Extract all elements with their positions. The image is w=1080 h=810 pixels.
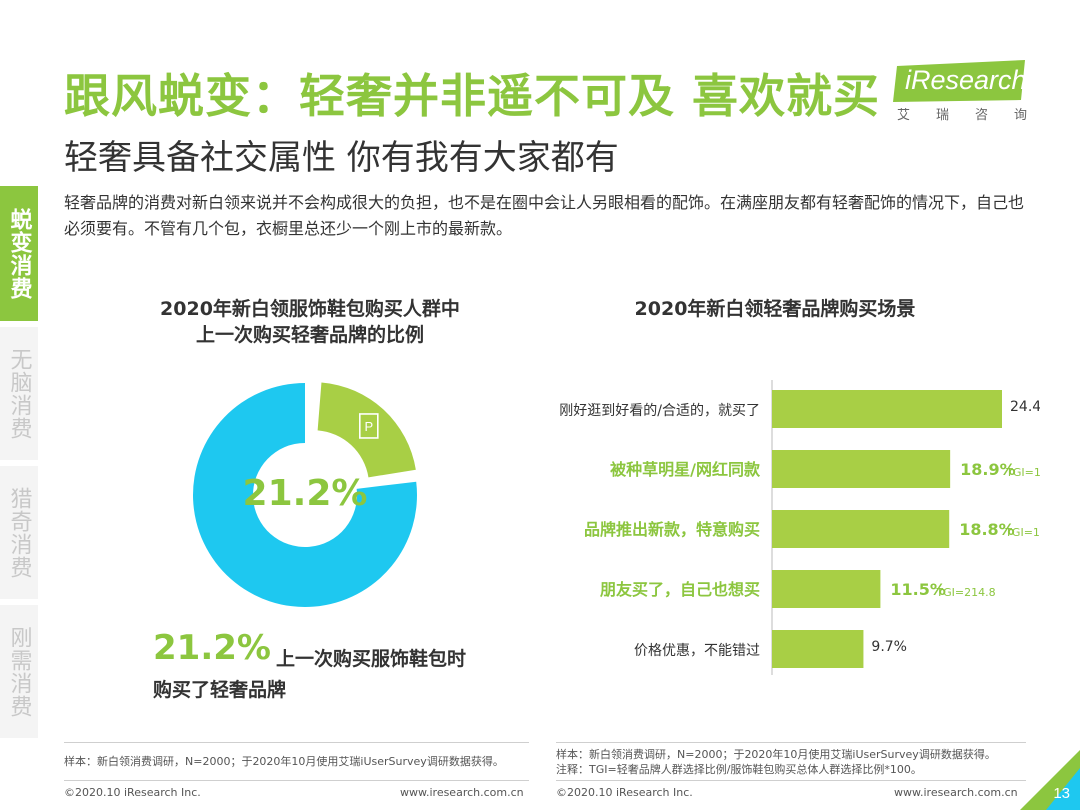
tgi-note: 注释：TGI=轻奢品牌人群选择比例/服饰鞋包购买总体人群选择比例*100。	[556, 763, 922, 776]
left-chart-title-line1: 2020年新白领服饰鞋包购买人群中	[160, 298, 460, 320]
svg-text:P: P	[364, 419, 373, 434]
side-tab-novelty[interactable]: 猎奇消费	[0, 466, 38, 599]
bar-value-label: 24.4%	[1010, 399, 1040, 415]
bar-tgi-label: TGI=132.4	[1004, 526, 1040, 539]
sample-note-left: 样本：新白领消费调研，N=2000；于2020年10月使用艾瑞iUserSurv…	[64, 755, 504, 768]
side-tab-necessity[interactable]: 刚需消费	[0, 605, 38, 738]
bar-category-label: 朋友买了，自己也想买	[600, 580, 760, 599]
logo-background	[893, 60, 1025, 102]
side-tab-transform[interactable]: 蜕变消费	[0, 186, 38, 321]
bar-chart: 刚好逛到好看的/合适的，就买了24.4%被种草明星/网红同款18.9%TGI=1…	[559, 380, 1040, 675]
logo-sub-char: 艾	[897, 108, 911, 123]
bar-tgi-label: TGI=158.2	[1005, 466, 1040, 479]
bar-category-label: 价格优惠，不能错过	[634, 643, 760, 659]
logo-sub-char: 瑞	[935, 108, 949, 123]
stat-caption-line1: 上一次购买服饰鞋包时	[276, 648, 467, 670]
donut-slice-other	[193, 383, 417, 607]
page-number: 13	[1053, 785, 1070, 802]
footer-url-right[interactable]: www.iresearch.com.cn	[894, 786, 1018, 799]
bar	[772, 630, 864, 668]
right-chart-title: 2020年新白领轻奢品牌购买场景	[634, 298, 916, 320]
sample-note-right: 样本：新白领消费调研，N=2000；于2020年10月使用艾瑞iUserSurv…	[556, 747, 1036, 777]
bar	[772, 450, 951, 488]
side-tab-list: 蜕变消费 无脑消费 猎奇消费 刚需消费	[0, 186, 40, 744]
donut-slice-luxury	[317, 382, 416, 478]
page-title: 跟风蜕变：轻奢并非遥不可及 喜欢就买	[64, 69, 881, 123]
bar	[772, 510, 950, 548]
page-subtitle: 轻奢具备社交属性 你有我有大家都有	[64, 138, 619, 178]
donut-chart: P	[193, 382, 417, 607]
bar-category-label: 刚好逛到好看的/合适的，就买了	[559, 403, 760, 419]
logo-subtitle: 艾 瑞 咨 询	[897, 104, 1027, 123]
bar-value-label: 9.7%	[871, 639, 907, 655]
footer-copyright-left: ©2020.10 iResearch Inc.	[64, 786, 201, 799]
footer-url-left[interactable]: www.iresearch.com.cn	[400, 786, 524, 799]
bar-value-label: 18.8%	[959, 520, 1015, 539]
left-chart-title-line2: 上一次购买轻奢品牌的比例	[195, 324, 424, 346]
body-paragraph: 轻奢品牌的消费对新白领来说并不会构成很大的负担，也不是在圈中会让人另眼相看的配饰…	[64, 193, 1025, 238]
bar	[772, 570, 881, 608]
divider-right	[556, 742, 1026, 743]
bar-value-label: 11.5%	[890, 580, 946, 599]
footer-copyright-right: ©2020.10 iResearch Inc.	[556, 786, 693, 799]
bar-category-label: 被种草明星/网红同款	[610, 460, 761, 479]
stat-caption-line2: 购买了轻奢品牌	[153, 679, 287, 701]
logo-text: iResearch	[905, 65, 1027, 95]
big-stat-value: 21.2%	[153, 628, 271, 668]
divider-left	[64, 742, 529, 743]
bar-category-label: 品牌推出新款，特意购买	[584, 520, 760, 539]
page-corner-decoration	[1020, 750, 1080, 810]
iresearch-logo: iResearch 艾 瑞 咨 询	[893, 58, 1033, 123]
sample-note-right-line1: 样本：新白领消费调研，N=2000；于2020年10月使用艾瑞iUserSurv…	[556, 748, 996, 761]
donut-center-label: 21.2%	[242, 473, 368, 514]
left-chart-title: 2020年新白领服饰鞋包购买人群中 上一次购买轻奢品牌的比例	[120, 296, 500, 348]
bar-tgi-label: TGI=214.8	[935, 586, 995, 599]
logo-sub-char: 询	[1013, 108, 1027, 123]
logo-sub-char: 咨	[974, 108, 988, 123]
footer-divider-right	[556, 780, 1026, 781]
footer-divider-left	[64, 780, 529, 781]
side-tab-mindless[interactable]: 无脑消费	[0, 327, 38, 460]
file-icon: P	[358, 413, 379, 439]
bar-value-label: 18.9%	[960, 460, 1016, 479]
bar	[772, 390, 1002, 428]
